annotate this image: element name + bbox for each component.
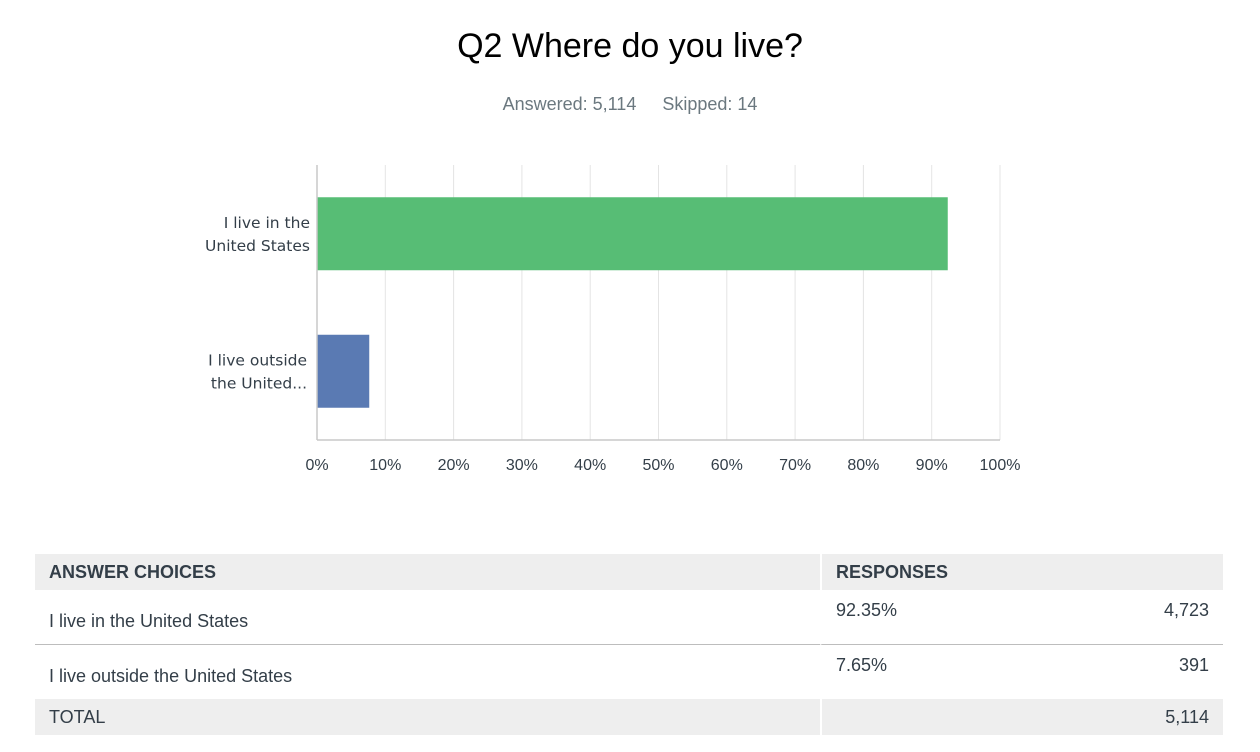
answer-choices-header: ANSWER CHOICES (35, 554, 820, 590)
total-label: TOTAL (35, 699, 820, 735)
x-tick-label: 0% (305, 457, 328, 474)
response-count: 391 (1178, 655, 1209, 675)
category-label: the United... (211, 374, 307, 392)
bar (317, 334, 370, 408)
x-tick-label: 10% (369, 457, 401, 474)
bar-chart: I live in the United States I live outside… (205, 165, 1020, 474)
choice-label: I live in the United States (35, 590, 820, 645)
choice-label: I live outside the United States (49, 665, 293, 686)
table-header-row: ANSWER CHOICES RESPONSES (35, 554, 1223, 590)
x-tick-label: 40% (574, 457, 606, 474)
chart-axes (316, 165, 1000, 441)
table-row: I live outside the United States 7.65% 3… (35, 645, 1223, 699)
x-tick-label: 100% (980, 457, 1021, 474)
response-count: 4,723 (1048, 590, 1223, 645)
category-label: United States (205, 237, 310, 255)
x-tick-label: 30% (506, 457, 538, 474)
responses-table: ANSWER CHOICES RESPONSES I live in the U… (35, 554, 1223, 735)
x-tick-label: 60% (711, 457, 743, 474)
total-row: TOTAL 5,114 (35, 699, 1223, 735)
table-row: I live in the United States 92.35% 4,723 (35, 590, 1223, 645)
total-count: 5,114 (1048, 699, 1223, 735)
category-labels: I live in the United States I live outside… (205, 214, 310, 393)
chart-bars (317, 197, 948, 408)
question-title: Q2 Where do you live? (457, 27, 803, 65)
x-tick-label: 70% (779, 457, 811, 474)
skipped-count: Skipped: 14 (662, 94, 758, 114)
x-tick-label: 20% (438, 457, 470, 474)
total-spacer (820, 699, 1049, 735)
x-tick-labels: 0% 10% 20% 30% 40% 50% 60% 70% 80% 90% 100% (305, 457, 1020, 474)
category-label: I live outside (208, 351, 307, 369)
x-tick-label: 50% (642, 457, 674, 474)
x-tick-label: 80% (847, 457, 879, 474)
responses-header: RESPONSES (820, 554, 1223, 590)
response-percent: 92.35% (820, 590, 1049, 645)
category-label: I live in the (224, 214, 310, 232)
answered-count: Answered: 5,114 (502, 94, 637, 114)
response-stats: Answered: 5,114 Skipped: 14 (0, 94, 1260, 115)
bar (317, 197, 948, 271)
x-tick-label: 90% (916, 457, 948, 474)
response-percent: 7.65% (820, 645, 1048, 699)
